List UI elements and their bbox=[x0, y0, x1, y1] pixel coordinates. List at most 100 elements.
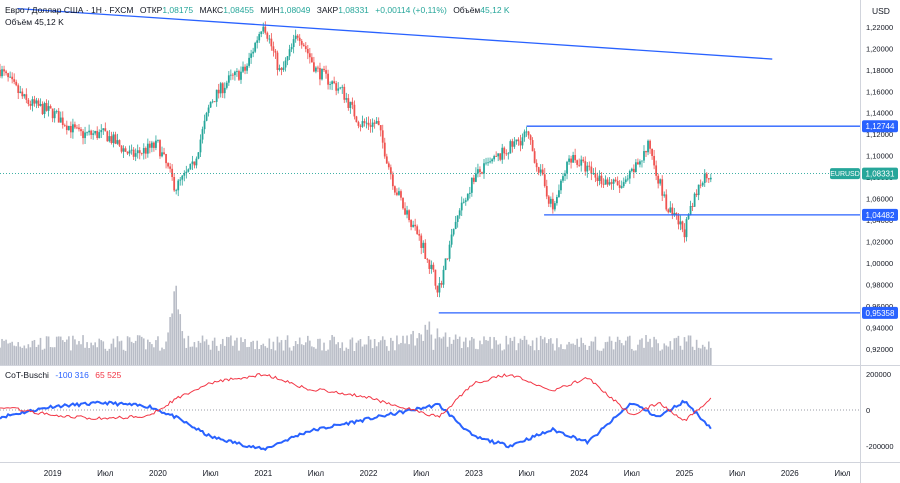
volume-bar bbox=[189, 346, 192, 365]
candle-body bbox=[219, 83, 222, 94]
candle-body bbox=[410, 220, 412, 227]
price-tick-label: 0,94000 bbox=[866, 323, 893, 332]
volume-bar bbox=[452, 339, 455, 365]
indicator-tick-label: 0 bbox=[866, 406, 870, 415]
candle-body bbox=[11, 76, 14, 80]
candle-body bbox=[659, 179, 662, 184]
price-tick-label: 0,92000 bbox=[866, 345, 893, 354]
candle-body bbox=[464, 200, 467, 202]
volume-bar bbox=[554, 350, 556, 365]
candle-body bbox=[436, 285, 439, 293]
volume-bar bbox=[499, 343, 502, 365]
volume-bar bbox=[582, 343, 585, 365]
candle-body bbox=[707, 178, 710, 180]
candle-body bbox=[227, 75, 230, 83]
candle-body bbox=[414, 224, 417, 227]
volume-bar bbox=[171, 313, 173, 365]
candle-body bbox=[47, 106, 50, 111]
volume-bar bbox=[25, 348, 28, 365]
volume-bar bbox=[566, 344, 568, 365]
candle-body bbox=[521, 137, 524, 146]
candle-body bbox=[689, 206, 692, 215]
candle-body bbox=[266, 32, 269, 39]
candle-body bbox=[393, 186, 396, 193]
volume-bar bbox=[272, 341, 275, 365]
volume-bar bbox=[505, 335, 508, 365]
candle-body bbox=[337, 88, 340, 91]
volume-bar bbox=[236, 337, 238, 365]
candle-body bbox=[258, 34, 261, 41]
trendline-line[interactable] bbox=[17, 7, 773, 60]
candle-body bbox=[391, 174, 394, 187]
candle-body bbox=[683, 229, 686, 238]
volume-bar bbox=[323, 342, 325, 365]
volume-bar bbox=[351, 337, 354, 365]
volume-bar bbox=[608, 336, 611, 365]
volume-bar bbox=[5, 339, 7, 365]
candle-body bbox=[556, 197, 558, 204]
candle-body bbox=[124, 148, 127, 152]
volume-bar bbox=[491, 348, 493, 365]
volume-bar bbox=[19, 346, 22, 365]
candle-body bbox=[655, 165, 658, 176]
candle-body bbox=[193, 161, 196, 166]
volume-bar bbox=[568, 341, 570, 365]
candle-body bbox=[236, 71, 238, 72]
volume-bar bbox=[260, 344, 263, 365]
candle-body bbox=[9, 76, 12, 78]
candle-body bbox=[17, 85, 20, 93]
volume-bar bbox=[130, 341, 133, 365]
drawn-lines[interactable] bbox=[0, 7, 860, 314]
candle-body bbox=[282, 67, 285, 70]
candle-body bbox=[596, 177, 599, 181]
volume-bar bbox=[242, 342, 244, 365]
volume-bar bbox=[699, 348, 702, 365]
candle-body bbox=[238, 71, 240, 80]
candle-body bbox=[594, 173, 597, 178]
volume-bar bbox=[357, 340, 360, 365]
volume-bar bbox=[307, 335, 309, 365]
volume-bar bbox=[422, 340, 425, 365]
volume-bar bbox=[157, 336, 159, 365]
price-axis[interactable]: 0,92000 0,94000 0,96000 0,98000 1,00000 1,020… bbox=[866, 23, 893, 354]
candle-body bbox=[217, 89, 220, 94]
candle-body bbox=[695, 193, 698, 196]
volume-bar bbox=[402, 335, 404, 365]
volume-bar bbox=[353, 350, 356, 365]
candle-body bbox=[260, 31, 263, 35]
volume-bar bbox=[647, 341, 649, 365]
volume-bar bbox=[517, 343, 520, 365]
volume-bar bbox=[578, 346, 580, 365]
volume-bar bbox=[671, 349, 674, 365]
volume-bar bbox=[633, 350, 635, 365]
candle-body bbox=[643, 151, 645, 161]
volume-bar bbox=[548, 339, 550, 365]
volume-bar bbox=[9, 342, 11, 365]
candle-body bbox=[308, 53, 311, 58]
candle-body bbox=[339, 87, 342, 89]
volume-bar bbox=[594, 336, 597, 365]
candle-body bbox=[507, 153, 510, 155]
candle-body bbox=[637, 162, 639, 165]
candle-body bbox=[126, 151, 129, 154]
candle-body bbox=[503, 147, 506, 154]
candle-body bbox=[329, 84, 331, 85]
currency-label[interactable]: USD bbox=[872, 6, 890, 16]
time-axis[interactable]: 2019 Июл 2020 Июл 2021 Июл 2022 Июл 2023 Июл 2024 И… bbox=[44, 469, 851, 478]
time-tick-label: 2022 bbox=[360, 469, 378, 478]
volume-bar bbox=[537, 350, 540, 365]
candle-body bbox=[661, 179, 664, 196]
volume-bar bbox=[377, 342, 380, 365]
candle-body bbox=[495, 156, 498, 157]
volume-bar bbox=[327, 349, 329, 365]
volume-bar bbox=[606, 341, 609, 365]
time-tick-label: Июл bbox=[624, 469, 641, 478]
volume-bar bbox=[643, 347, 645, 365]
candle-body bbox=[65, 125, 68, 131]
volume-bar bbox=[659, 350, 661, 365]
volume-bar bbox=[298, 337, 301, 365]
candle-body bbox=[225, 82, 228, 88]
volume-bar bbox=[270, 349, 273, 365]
volume-bar bbox=[412, 330, 414, 365]
